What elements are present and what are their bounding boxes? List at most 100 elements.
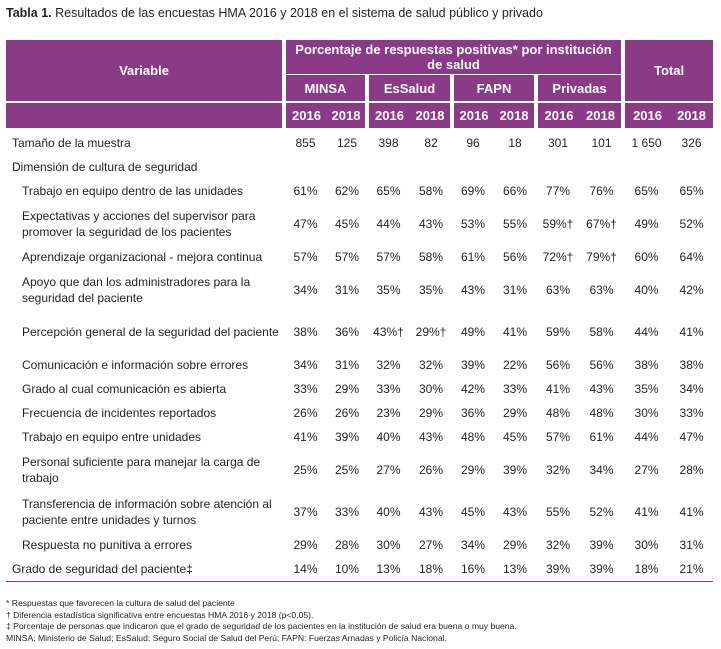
value-cell: 96 [466, 136, 480, 150]
year-header-spacer [6, 101, 284, 128]
value-cell: 25% [293, 463, 318, 477]
row-label: Frecuencia de incidentes reportados [22, 406, 217, 420]
value-cell: 65% [634, 184, 659, 198]
value-cell: 47% [679, 430, 704, 444]
value-cell: 62% [334, 184, 360, 198]
value-cell: 10% [327, 557, 367, 582]
value-cell: 32% [376, 358, 401, 372]
year-header: 2016 [450, 101, 494, 128]
table-row: Percepción general de la seguridad del p… [6, 311, 713, 353]
value-cell: 59%† [542, 217, 574, 231]
value-cell: 45% [502, 430, 528, 444]
value-cell: 33% [293, 382, 318, 396]
footnote: † Diferencia estadística significativa e… [6, 609, 314, 620]
variable-header: Variable [6, 40, 284, 102]
caption-label: Tabla 1. [6, 6, 52, 20]
value-cell: 61% [293, 184, 318, 198]
value-cell: 47% [293, 217, 318, 231]
value-cell: 30% [418, 382, 444, 396]
value-cell: 855 [295, 136, 316, 150]
year-header: 2016 [621, 101, 671, 128]
value-cell: 101 [591, 136, 612, 150]
value-cell: 58% [418, 250, 444, 264]
table-row: Dimensión de cultura de seguridad [6, 155, 713, 179]
value-cell: 64% [679, 250, 704, 264]
value-cell: 29% [293, 538, 318, 552]
institution-header-privadas: Privadas [533, 74, 624, 103]
value-cell: 30% [376, 538, 401, 552]
value-cell: 42% [679, 283, 704, 297]
value-cell: 326 [681, 136, 702, 150]
value-cell: 31% [334, 283, 360, 297]
value-cell: 39% [502, 463, 528, 477]
row-label: Respuesta no punitiva a errores [22, 538, 193, 552]
value-cell: 34% [293, 283, 318, 297]
value-cell: 38% [679, 358, 704, 372]
value-cell: 43%† [373, 325, 404, 339]
value-cell: 35% [634, 382, 659, 396]
value-cell: 48% [545, 406, 571, 420]
results-table: Variable Porcentaje de respuestas positi… [6, 40, 714, 582]
value-cell: 63% [589, 283, 614, 297]
table-row: Expectativas y acciones del supervisor p… [6, 203, 713, 245]
year-header: 2018 [410, 101, 452, 128]
value-cell: 53% [460, 217, 486, 231]
value-cell: 38% [293, 325, 318, 339]
row-label: Trabajo en equipo dentro de las unidades [22, 184, 244, 198]
value-cell: 66% [502, 184, 528, 198]
value-cell: 27% [634, 463, 659, 477]
row-label: Grado de seguridad del paciente‡ [6, 557, 284, 582]
table-body: Tamaño de la muestra 855 125 398 82 96 18 301 10… [6, 128, 714, 582]
value-cell: 26% [418, 463, 444, 477]
value-cell: 67%† [586, 217, 617, 231]
value-cell: 16% [452, 557, 494, 582]
value-cell: 42% [460, 382, 486, 396]
value-cell: 21% [670, 557, 714, 582]
institution-header-fapn: FAPN [450, 74, 536, 103]
value-cell: 56% [502, 250, 528, 264]
row-label: Grado al cual comunicación es abierta [22, 382, 227, 396]
value-cell: 14% [284, 557, 327, 582]
value-cell: 43% [589, 382, 614, 396]
footnote: ‡ Porcentaje de personas que indicaron q… [6, 621, 517, 632]
table-row: Comunicación e información sobre errores… [6, 353, 713, 377]
value-cell: 34% [679, 382, 704, 396]
value-cell: 39% [589, 538, 614, 552]
year-header: 2018 [670, 101, 714, 128]
value-cell: 32% [545, 538, 571, 552]
value-cell: 31% [334, 358, 360, 372]
row-label: Apoyo que dan los administradores para l… [22, 275, 251, 305]
row-label: Transferencia de información sobre atenc… [22, 497, 272, 527]
table-row: Apoyo que dan los administradores para l… [6, 269, 713, 311]
value-cell: 39% [334, 430, 360, 444]
value-cell: 56% [545, 358, 571, 372]
value-cell: 72%† [542, 250, 574, 264]
value-cell: 36% [334, 325, 360, 339]
value-cell: 48% [460, 430, 486, 444]
institution-header-essalud: EsSalud [365, 74, 452, 103]
value-cell: 39% [580, 557, 624, 582]
value-cell: 18% [623, 557, 671, 582]
table-caption: Tabla 1. Resultados de las encuestas HMA… [6, 6, 543, 20]
value-cell: 55% [545, 505, 571, 519]
year-header: 2018 [494, 101, 536, 128]
year-header: 2016 [534, 101, 580, 128]
value-cell: 30% [634, 406, 659, 420]
value-cell: 52% [589, 505, 614, 519]
value-cell: 36% [460, 406, 486, 420]
value-cell: 61% [589, 430, 614, 444]
value-cell: 40% [634, 283, 659, 297]
table-row: Respuesta no punitiva a errores 29% 28% 30%… [6, 533, 713, 557]
table-row: Trabajo en equipo dentro de las unidades… [6, 179, 713, 203]
value-cell: 40% [376, 505, 401, 519]
value-cell: 29% [334, 382, 360, 396]
value-cell: 44% [634, 325, 659, 339]
value-cell: 13% [367, 557, 410, 582]
value-cell: 33% [502, 382, 528, 396]
value-cell: 57% [334, 250, 360, 264]
value-cell: 31% [502, 283, 528, 297]
year-header: 2018 [327, 101, 367, 128]
row-label: Dimensión de cultura de seguridad [12, 160, 198, 174]
value-cell: 60% [634, 250, 659, 264]
value-cell: 29% [502, 538, 528, 552]
